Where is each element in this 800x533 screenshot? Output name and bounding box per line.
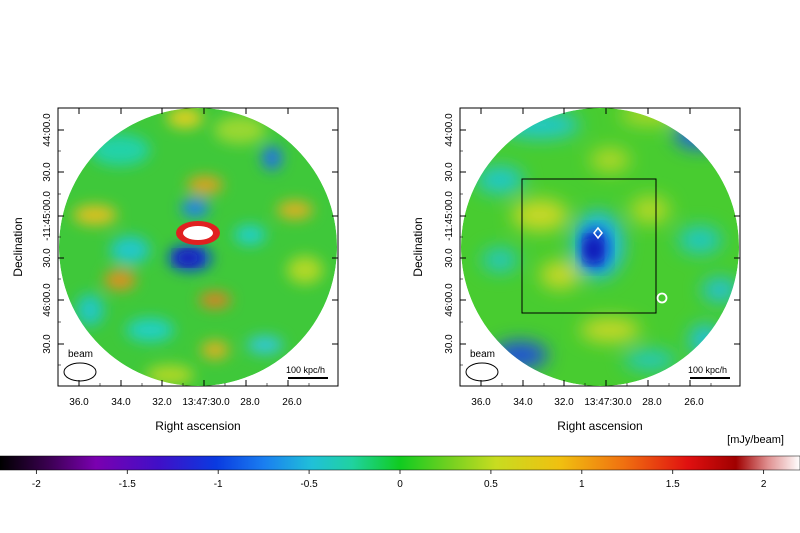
colorbar-tick-label: 0 <box>397 479 403 490</box>
xtick-label: 34.0 <box>111 397 131 408</box>
right-ytick-labels: 44:00.0 30.0 -11:45:00.0 30.0 46:00.0 30… <box>444 113 455 354</box>
colorbar-tick-label: 2 <box>761 479 767 490</box>
left-minor-ticks <box>58 150 310 386</box>
right-map-image <box>461 108 739 386</box>
colorbar-ticks: -2 -1.5 -1 -0.5 0 0.5 1 1.5 2 <box>32 470 767 490</box>
diamond-marker-icon <box>593 226 603 240</box>
colorbar-tick-label: 1.5 <box>666 479 680 490</box>
left-beam-ellipse <box>63 362 97 382</box>
left-panel: 36.0 34.0 32.0 13:47:30.0 28.0 26.0 44:0… <box>11 107 339 433</box>
ytick-label: 44:00.0 <box>444 113 455 147</box>
right-yaxis-label: Declination <box>411 217 425 276</box>
colorbar-tick-label: -2 <box>32 479 41 490</box>
colorbar-tick-label: -1.5 <box>119 479 137 490</box>
colorbar-tick-label: -0.5 <box>300 479 318 490</box>
circle-marker-icon <box>656 292 668 304</box>
xtick-label: 32.0 <box>554 397 574 408</box>
ytick-label: -11:45:00.0 <box>42 191 53 241</box>
ytick-label: 30.0 <box>42 162 53 182</box>
zoom-box <box>521 178 657 314</box>
left-ytick-labels: 44:00.0 30.0 -11:45:00.0 30.0 46:00.0 30… <box>42 113 53 354</box>
colorbar-tick-label: -1 <box>214 479 223 490</box>
right-tick-marks <box>460 108 740 386</box>
right-xtick-labels: 36.0 34.0 32.0 13:47:30.0 28.0 26.0 <box>471 397 704 408</box>
left-tick-marks <box>58 108 338 386</box>
ytick-label: 30.0 <box>444 248 455 268</box>
left-xaxis-label: Right ascension <box>155 419 240 433</box>
colorbar-unit-label: [mJy/beam] <box>727 434 784 446</box>
ytick-label: -11:45:00.0 <box>444 191 455 241</box>
xtick-label: 13:47:30.0 <box>584 397 632 408</box>
ytick-label: 46:00.0 <box>444 283 455 317</box>
ytick-label: 46:00.0 <box>42 283 53 317</box>
right-panel: 36.0 34.0 32.0 13:47:30.0 28.0 26.0 44:0… <box>411 107 741 433</box>
ytick-label: 30.0 <box>42 248 53 268</box>
right-beam-ellipse <box>465 362 499 382</box>
xtick-label: 26.0 <box>282 397 302 408</box>
xtick-label: 36.0 <box>471 397 491 408</box>
left-beam-label: beam <box>68 349 93 360</box>
xtick-label: 32.0 <box>152 397 172 408</box>
xtick-label: 13:47:30.0 <box>182 397 230 408</box>
colorbar-gradient <box>0 455 800 471</box>
xtick-label: 36.0 <box>69 397 89 408</box>
xtick-label: 28.0 <box>240 397 260 408</box>
right-minor-ticks <box>460 150 712 386</box>
xtick-label: 34.0 <box>513 397 533 408</box>
ytick-label: 44:00.0 <box>42 113 53 147</box>
right-xaxis-label: Right ascension <box>557 419 642 433</box>
left-yaxis-label: Declination <box>11 217 25 276</box>
left-map-image <box>59 108 337 386</box>
colorbar-tick-label: 1 <box>579 479 585 490</box>
colorbar: [mJy/beam] -2 -1.5 -1 -0.5 0 0.5 1 1.5 2 <box>0 434 800 490</box>
xtick-label: 28.0 <box>642 397 662 408</box>
left-scale-label: 100 kpc/h <box>286 365 325 375</box>
xtick-label: 26.0 <box>684 397 704 408</box>
colorbar-tick-label: 0.5 <box>484 479 498 490</box>
right-scale-label: 100 kpc/h <box>688 365 727 375</box>
left-xtick-labels: 36.0 34.0 32.0 13:47:30.0 28.0 26.0 <box>69 397 302 408</box>
right-beam-label: beam <box>470 349 495 360</box>
ytick-label: 30.0 <box>42 334 53 354</box>
ytick-label: 30.0 <box>444 334 455 354</box>
ytick-label: 30.0 <box>444 162 455 182</box>
